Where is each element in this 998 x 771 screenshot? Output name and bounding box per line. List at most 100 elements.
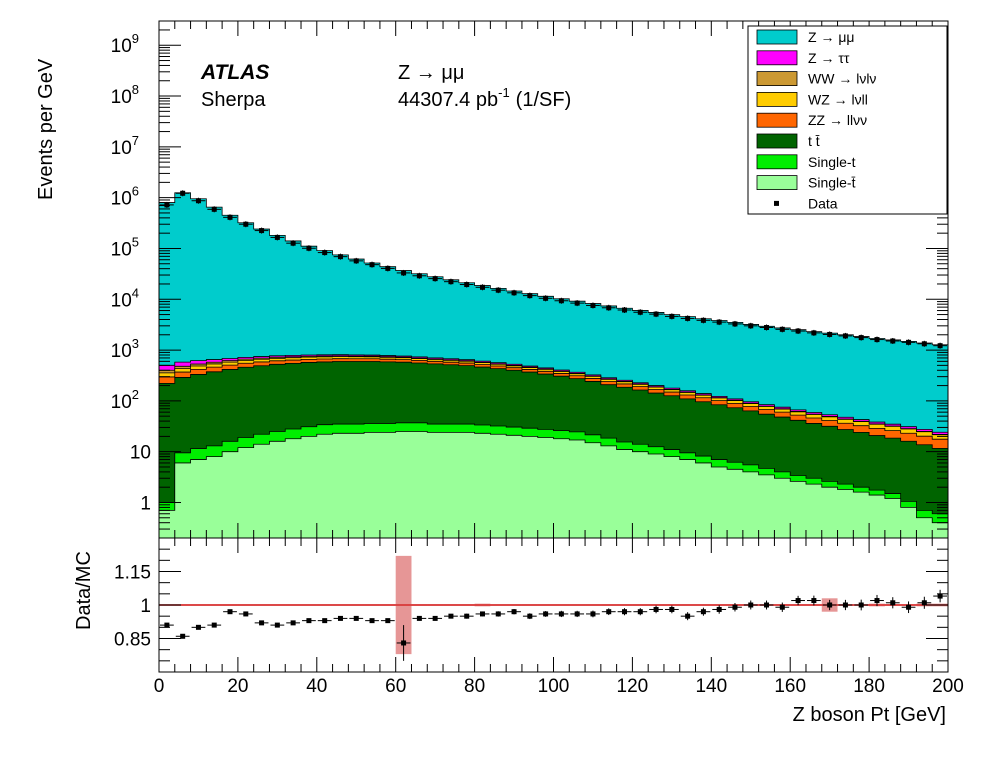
- x-tick-label: 60: [385, 676, 406, 697]
- ratio-point: [396, 625, 411, 661]
- legend-swatch: [756, 71, 798, 86]
- x-tick-label: 140: [695, 676, 727, 697]
- ratio-points: [160, 589, 947, 661]
- legend-entries: Z → μμ Z → ττ WW → lνlν WZ → lνll ZZ → llνν t…: [756, 29, 876, 211]
- data-point: [870, 336, 884, 343]
- data-point: [838, 332, 853, 339]
- data-point: [743, 322, 758, 329]
- y-tick-label: 104: [111, 285, 139, 311]
- ratio-point: [428, 615, 443, 621]
- data-point: [491, 287, 506, 294]
- ratio-point: [191, 624, 206, 630]
- y-tick-label: 108: [111, 82, 139, 108]
- legend-label: t t̄: [808, 133, 820, 149]
- data-point: [317, 249, 332, 256]
- main-axes: 1 10 102 103 104 105 106 107 108 109: [111, 20, 949, 539]
- y-tick-label: 106: [111, 184, 139, 210]
- data-point: [475, 284, 490, 291]
- ratio-point: [207, 622, 222, 628]
- atlas-label: ATLAS: [200, 61, 269, 84]
- data-point: [775, 326, 790, 333]
- data-point: [680, 315, 695, 322]
- ratio-point: [743, 600, 758, 610]
- data-point: [617, 306, 632, 313]
- data-point: [538, 295, 553, 302]
- ratio-point: [459, 613, 474, 619]
- data-point: [601, 304, 616, 311]
- ratio-point: [806, 595, 821, 606]
- data-point: [254, 227, 269, 234]
- data-point: [901, 339, 916, 346]
- y-tick-label: 10: [130, 443, 151, 464]
- luminosity-exponent: -1: [498, 85, 510, 100]
- ratio-point: [554, 610, 569, 618]
- y-tick-label: 107: [111, 133, 139, 159]
- ratio-point: [223, 609, 237, 615]
- data-point: [586, 302, 600, 309]
- legend: Z → μμ Z → ττ WW → lνlν WZ → lνll ZZ → llνν t…: [747, 25, 948, 215]
- ratio-point: [475, 611, 490, 617]
- y-tick-label: 1: [140, 493, 151, 514]
- x-tick-label: 200: [932, 676, 964, 697]
- legend-swatch: [756, 50, 798, 66]
- ratio-point: [901, 601, 916, 614]
- luminosity-note: (1/SF): [516, 89, 572, 111]
- ratio-point: [759, 600, 774, 610]
- data-point: [412, 272, 427, 279]
- ratio-y-tick-label: 1.15: [114, 563, 151, 584]
- ratio-point: [649, 605, 663, 614]
- data-point: [728, 320, 742, 327]
- x-axis-title: Z boson Pt [GeV]: [793, 704, 946, 726]
- legend-marker: [774, 200, 779, 206]
- data-point: [712, 319, 727, 326]
- data-point: [759, 324, 774, 331]
- data-point: [223, 214, 237, 221]
- generator-label: Sherpa: [201, 89, 266, 111]
- data-point: [522, 292, 537, 299]
- data-point: [933, 342, 947, 349]
- ratio-point: [317, 618, 332, 624]
- ratio-point: [491, 611, 506, 617]
- ratio-y-tick-label: 0.85: [114, 630, 151, 651]
- ratio-point: [522, 613, 537, 620]
- y-tick-label: 103: [111, 336, 139, 362]
- legend-label: WW → lνlν: [808, 71, 876, 87]
- legend-label: Data: [808, 195, 838, 211]
- data-point: [380, 265, 395, 272]
- ratio-point: [885, 597, 900, 609]
- legend-entry: WW → lνlν: [756, 71, 876, 87]
- ratio-point: [791, 595, 805, 606]
- data-point: [649, 311, 663, 318]
- ratio-point: [586, 610, 600, 618]
- ratio-point: [712, 605, 727, 614]
- ratio-point: [854, 599, 869, 611]
- ratio-point: [775, 602, 790, 612]
- legend-swatch: [756, 112, 798, 128]
- ratio-point: [728, 602, 742, 612]
- data-point: [806, 329, 821, 336]
- data-point: [885, 337, 900, 344]
- legend-swatch: [756, 133, 798, 149]
- data-point: [444, 278, 458, 285]
- ratio-point: [507, 609, 521, 615]
- ratio-point: [238, 611, 253, 617]
- ratio-point: [175, 633, 190, 639]
- data-point: [333, 253, 348, 260]
- ratio-point: [617, 608, 632, 616]
- data-point: [854, 334, 869, 341]
- data-point: [507, 289, 521, 296]
- x-tick-label: 20: [227, 676, 248, 697]
- data-point: [365, 261, 379, 268]
- ratio-point: [538, 611, 553, 617]
- data-point: [664, 313, 679, 320]
- data-point: [917, 340, 932, 347]
- ratio-point: [160, 622, 174, 628]
- data-point: [238, 221, 253, 228]
- data-point: [570, 300, 585, 307]
- data-point: [207, 206, 222, 213]
- x-tick-label: 40: [306, 676, 327, 697]
- stack-layer: [159, 192, 948, 538]
- ratio-panel: 0.85 1 1.15 0 20 40 60 80 100 120 140 160 180 200: [114, 537, 964, 697]
- data-point: [270, 234, 285, 241]
